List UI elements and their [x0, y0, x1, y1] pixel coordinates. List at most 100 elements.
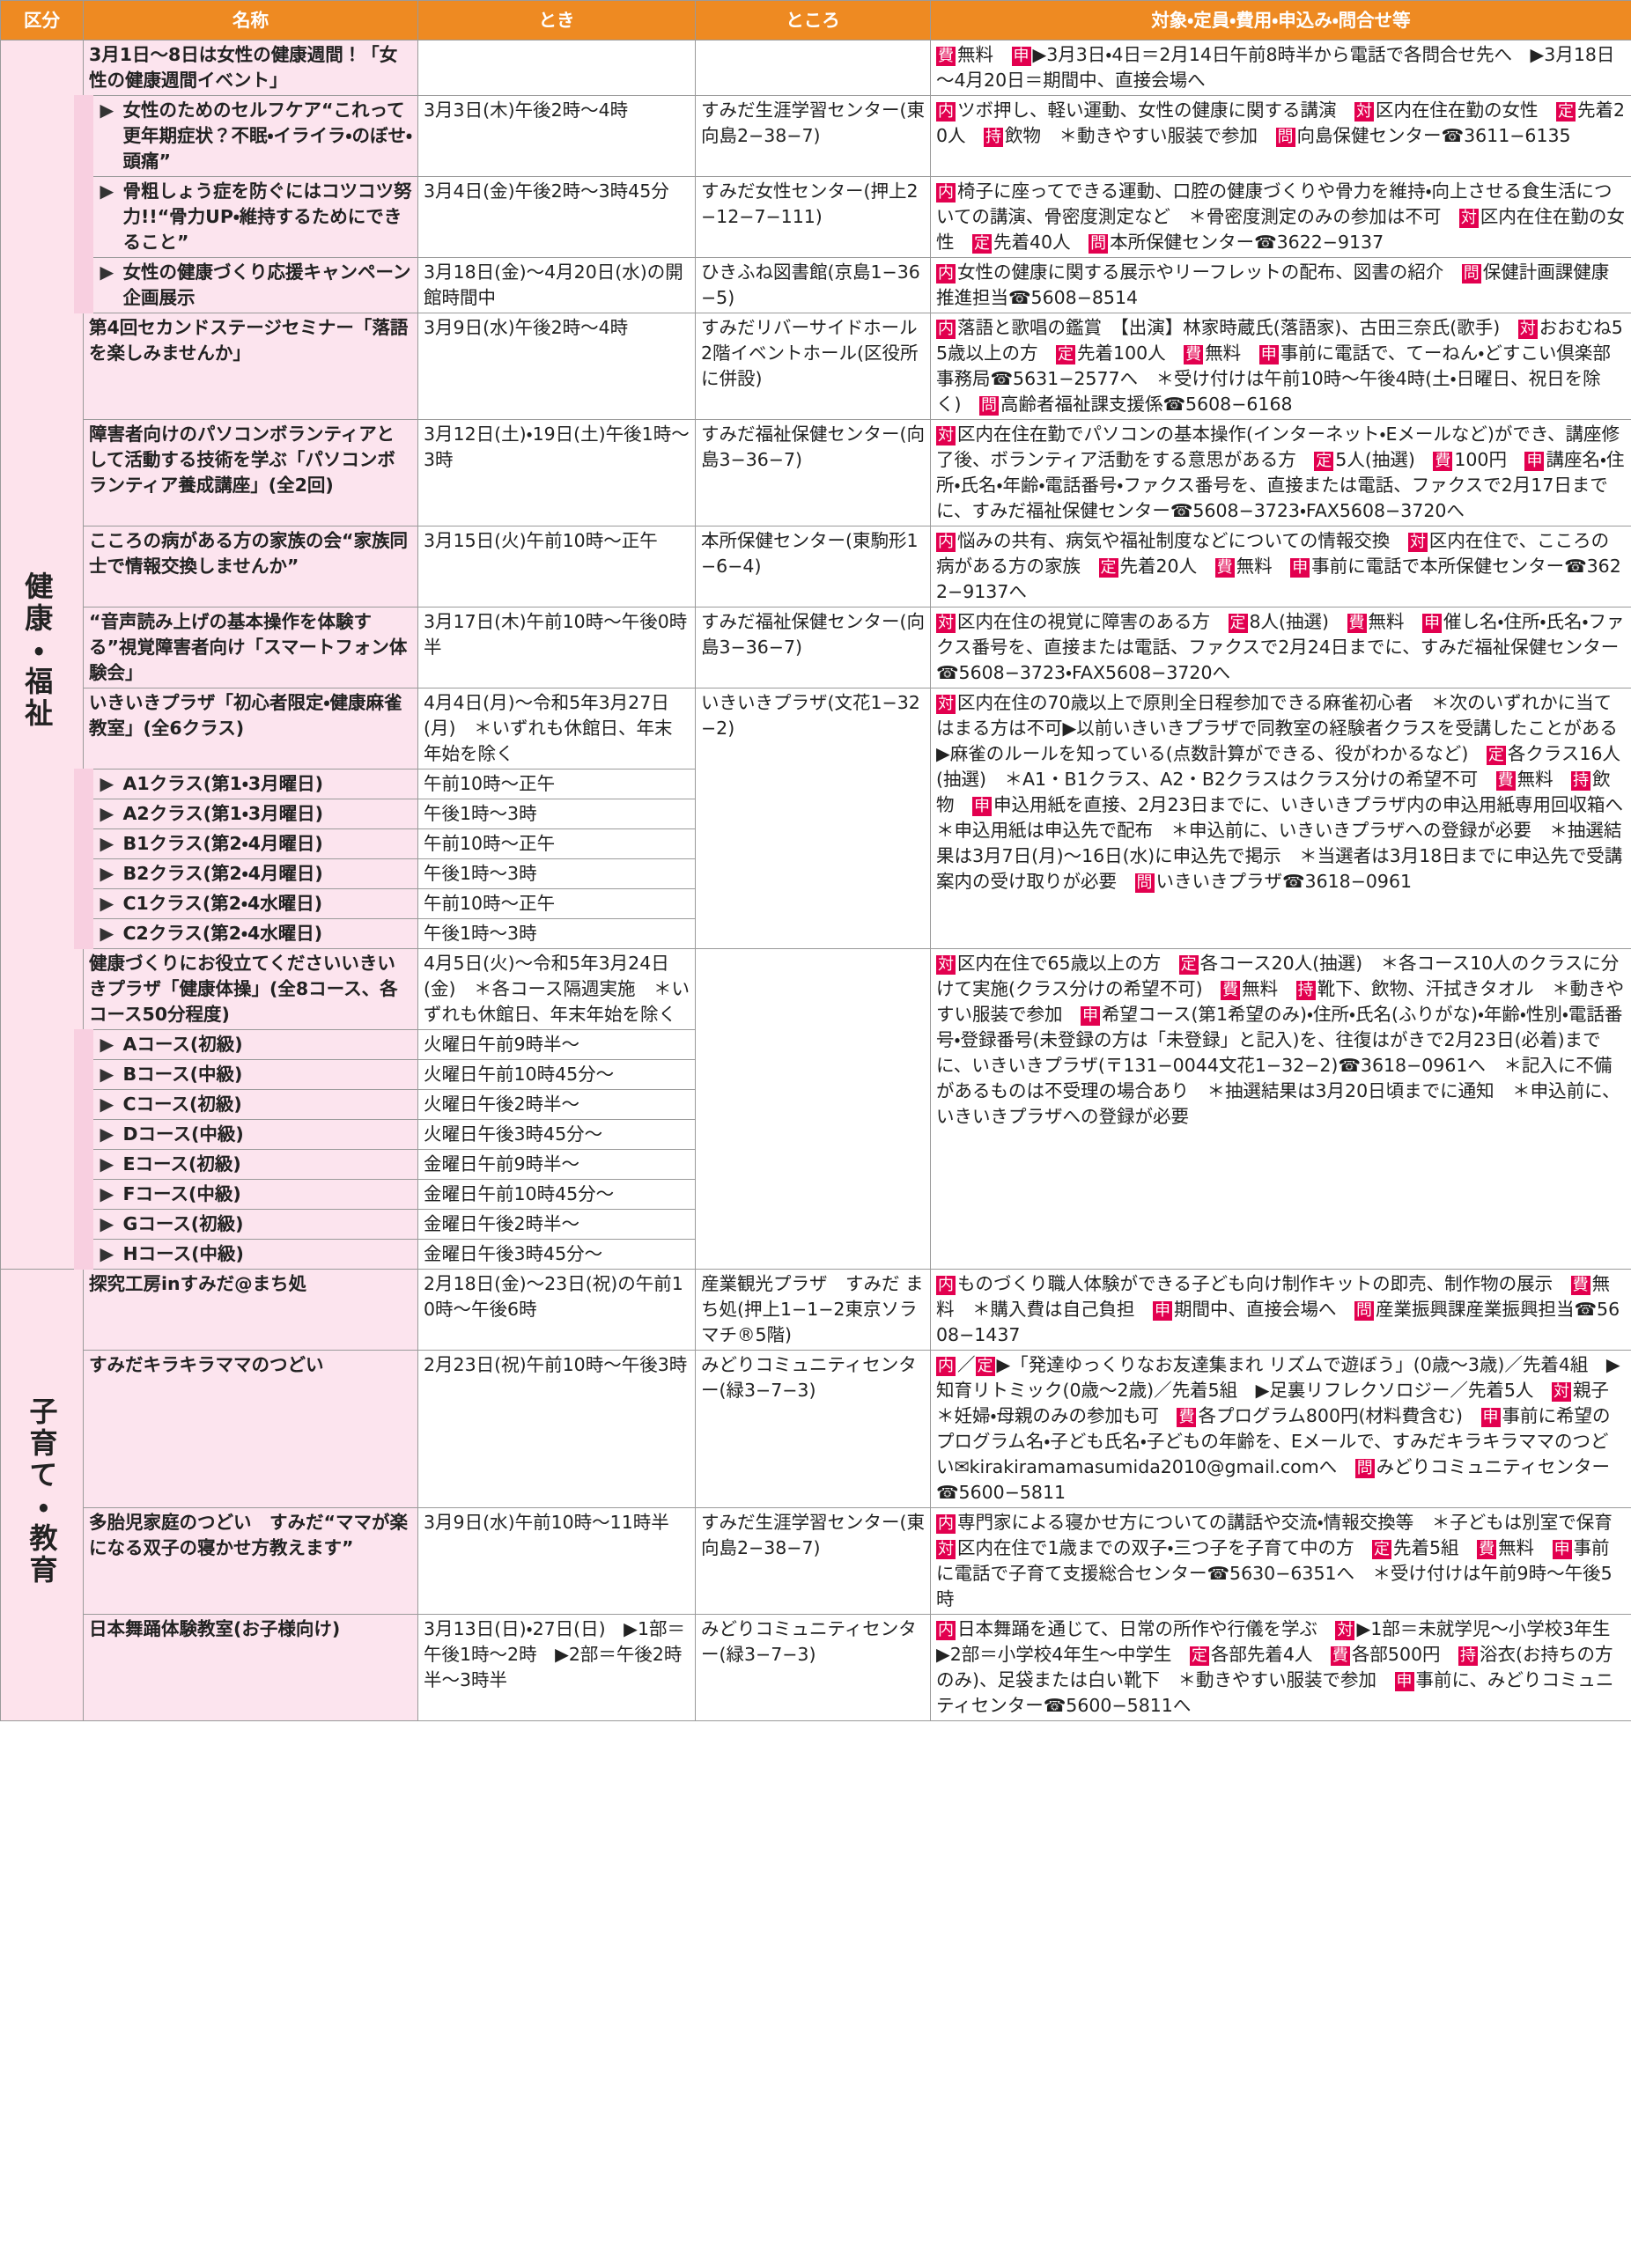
detail-text: 無料 — [1368, 611, 1423, 632]
detail-text: 事前に希望のプログラム名・子ども氏名・子どもの年齢を、Eメールで、すみだキラキラ… — [936, 1405, 1611, 1477]
column-header: 名称 — [83, 0, 418, 40]
detail-text: 親子 ＊妊婦・母親のみの参加も可 — [936, 1380, 1627, 1426]
detail-tag: 定 — [1189, 1646, 1209, 1666]
sub-place: すみだ女性センター(押上2−12−7−111) — [695, 176, 931, 258]
detail-text: 無料 ＊購入費は自己負担 — [936, 1273, 1611, 1320]
category-label: 子育て・教育 — [25, 1395, 59, 1587]
detail-text: ツボ押し、軽い運動、女性の健康に関する講演 — [957, 99, 1354, 121]
detail-text: 日本舞踊を通じて、日常の所作や行儀を学ぶ — [957, 1618, 1336, 1639]
detail-text: 女性の健康に関する展示やリーフレットの配布、図書の紹介 — [957, 261, 1462, 283]
detail-tag: 費 — [1177, 1408, 1197, 1427]
detail-tag: 問 — [979, 396, 999, 416]
detail-tag: 申 — [1552, 1540, 1572, 1559]
sub-row: 女性のためのセルフケア“これって更年期症状？不眠・イライラ・のぼせ・頭痛”3月3… — [1, 95, 1631, 177]
detail-tag: 対 — [1407, 533, 1428, 552]
detail-tag: 対 — [1354, 102, 1374, 122]
sub-name: B2クラス(第2・4月曜日) — [73, 858, 418, 889]
detail-text: 無料 — [1236, 556, 1291, 577]
detail-cell: 内日本舞踊を通じて、日常の所作や行儀を学ぶ 対 ▶1部＝未就学児～小学校3年生 ▶… — [930, 1614, 1631, 1721]
sub-row: A1クラス(第1・3月曜日)午前10時～正午 — [1, 769, 1631, 799]
detail-text: 無料 — [1498, 1537, 1553, 1558]
detail-text: 区内在住で、こころの病がある方の家族 — [936, 530, 1610, 577]
sub-time: 3月18日(金)～4月20日(水)の開館時間中 — [417, 257, 696, 313]
sub-name: C1クラス(第2・4水曜日) — [73, 888, 418, 919]
detail-tag: 費 — [1184, 345, 1204, 364]
detail-tag: 費 — [936, 47, 956, 66]
event-time: 3月9日(水)午後2時～4時 — [417, 313, 696, 420]
detail-text: 事前に電話で子育て支援総合センター☎5630−6351へ ＊受け付けは午前9時～… — [936, 1537, 1613, 1609]
detail-text: 先着5組 — [1393, 1537, 1478, 1558]
event-name: 3月1日～8日は女性の健康週間！「女性の健康週間イベント」 — [83, 40, 418, 96]
detail-tag: 持 — [1458, 1646, 1479, 1666]
detail-tag: 定 — [1486, 746, 1506, 765]
event-row: こころの病がある方の家族の会“家族同士で情報交換しませんか” 3月15日(火)午前… — [1, 526, 1631, 608]
detail-text: 向島保健センター☎3611−6135 — [1296, 125, 1571, 146]
detail-tag: 問 — [1461, 264, 1481, 284]
event-time: 3月13日(日)・27日(日) ▶1部＝午後1時～2時 ▶2部＝午後2時半～3時… — [417, 1614, 696, 1721]
detail-cell: 対区内在住の70歳以上で原則全日程参加できる麻雀初心者 ＊次のいずれかに当てはま… — [930, 688, 1631, 949]
detail-text: ものづくり職人体験ができる子ども向け制作キットの即売、制作物の展示 — [957, 1273, 1571, 1294]
detail-tag: 定 — [972, 234, 992, 254]
sub-row: B2クラス(第2・4月曜日)午後1時～3時 — [1, 858, 1631, 889]
detail-tag: 対 — [1551, 1382, 1571, 1402]
event-row: 第4回セカンドステージセミナー「落語を楽しみませんか」 3月9日(水)午後2時～4… — [1, 313, 1631, 420]
event-time: 3月9日(水)午前10時～11時半 — [417, 1507, 696, 1615]
sub-name: 女性のためのセルフケア“これって更年期症状？不眠・イライラ・のぼせ・頭痛” — [73, 95, 418, 177]
detail-tag: 定 — [975, 1357, 995, 1376]
event-name: 探究工房inすみだ@まち処 — [83, 1269, 418, 1351]
event-row: 多胎児家庭のつどい すみだ“ママが楽になる双子の寝かせ方教えます” 3月9日(水)… — [1, 1507, 1631, 1615]
detail-text: 希望コース(第1希望のみ)・住所・氏名(ふりがな)・年齢・性別・電話番号・登録番… — [936, 1004, 1623, 1127]
detail-text: 催し名・住所・氏名・ファクス番号を、直接または電話、ファクスで2月24日までに、… — [936, 611, 1625, 683]
sub-time: 午前10時～正午 — [417, 828, 696, 859]
category-cell: 子育て・教育 — [0, 1269, 84, 1721]
sub-name: B1クラス(第2・4月曜日) — [73, 828, 418, 859]
detail-text: 講座名・住所・氏名・年齢・電話番号・ファクス番号を、直接または電話、ファクスで2… — [936, 449, 1625, 521]
sub-time: 3月3日(木)午後2時～4時 — [417, 95, 696, 177]
detail-tag: 内 — [936, 183, 956, 202]
detail-text: 各プログラム800円(材料費含む) — [1198, 1405, 1481, 1426]
event-place: いきいきプラザ(文花1−32−2) — [695, 688, 931, 949]
detail-text: 無料 — [1242, 978, 1296, 999]
event-place: 産業観光プラザ すみだ まち処(押上1−1−2東京ソラマチ®5階) — [695, 1269, 931, 1351]
event-place: すみだ福祉保健センター(向島3−36−7) — [695, 419, 931, 526]
column-header: 区分 — [0, 0, 84, 40]
event-name: こころの病がある方の家族の会“家族同士で情報交換しませんか” — [83, 526, 418, 608]
sub-row: Eコース(初級)金曜日午前9時半～ — [1, 1149, 1631, 1180]
category-cell: 健康・福祉 — [0, 40, 84, 1270]
header-row: 区分 名称 とき ところ 対象・定員・費用・申込み・問合せ等 — [0, 0, 1631, 40]
detail-tag: 内 — [936, 102, 956, 122]
sub-row: Bコース(中級)火曜日午前10時45分～ — [1, 1059, 1631, 1090]
detail-text: 専門家による寝かせ方についての講話や交流・情報交換等 ＊子どもは別室で保育 — [957, 1512, 1631, 1533]
event-name: “音声読み上げの基本操作を体験する”視覚障害者向け「スマートフォン体験会」 — [83, 607, 418, 688]
sub-name: Aコース(初級) — [73, 1029, 418, 1060]
event-time: 4月5日(火)～令和5年3月24日(金) ＊各コース隔週実施 ＊いずれも休館日、… — [417, 948, 696, 1030]
detail-text: 事前に電話で、てーねん・どすこい倶楽部事務局☎5631−2577へ ＊受け付けは… — [936, 342, 1611, 415]
detail-text: 区内在住の視覚に障害のある方 — [957, 611, 1229, 632]
detail-text: 8人(抽選) — [1249, 611, 1347, 632]
event-place: 本所保健センター(東駒形1−6−4) — [695, 526, 931, 608]
detail-text: ▶3月3日・4日＝2月14日午前8時半から電話で各問合せ先へ ▶3月18日～4月… — [936, 44, 1615, 91]
detail-tag: 申 — [1290, 558, 1310, 578]
detail-tag: 申 — [1153, 1301, 1172, 1321]
detail-tag: 申 — [1422, 614, 1443, 633]
event-name: 多胎児家庭のつどい すみだ“ママが楽になる双子の寝かせ方教えます” — [83, 1507, 418, 1615]
detail-tag: 内 — [936, 1621, 956, 1640]
detail-cell: 対区内在住在勤でパソコンの基本操作(インターネット・Eメールなど)ができ、講座修… — [930, 419, 1631, 526]
detail-tag: 費 — [1495, 771, 1516, 791]
event-row: 健康・福祉 3月1日～8日は女性の健康週間！「女性の健康週間イベント」費無料 申 ▶… — [0, 40, 1631, 1270]
detail-text: おおむね55歳以上の方 — [936, 317, 1623, 364]
detail-text: 飲物 — [936, 769, 1611, 815]
sub-place: ひきふね図書館(京島1−36−5) — [695, 257, 931, 313]
event-place: みどりコミュニティセンター(緑3−7−3) — [695, 1614, 931, 1721]
sub-row: Aコース(初級)火曜日午前9時半～ — [1, 1029, 1631, 1060]
sub-time: 午後1時～3時 — [417, 799, 696, 829]
empty-cell — [417, 40, 696, 96]
sub-name: A2クラス(第1・3月曜日) — [73, 799, 418, 829]
sub-name: 女性の健康づくり応援キャンペーン企画展示 — [73, 257, 418, 313]
event-name: 日本舞踊体験教室(お子様向け) — [83, 1614, 418, 1721]
detail-text: 無料 — [957, 44, 1012, 65]
detail-text: 産業振興課産業振興担当☎5608−1437 — [936, 1299, 1620, 1345]
event-row: 子育て・教育 探究工房inすみだ@まち処 2月18日(金)～23日(祝)の午前10時… — [0, 1269, 1631, 1721]
detail-tag: 申 — [1480, 1408, 1501, 1427]
